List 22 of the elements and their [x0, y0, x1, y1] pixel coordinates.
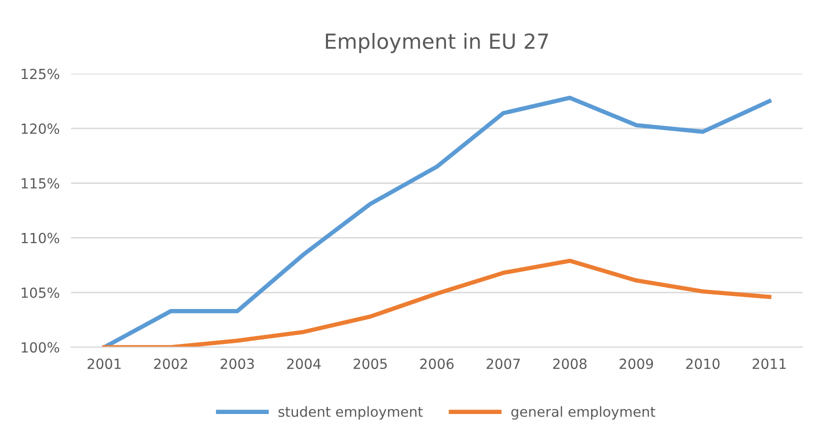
x-tick-label: 2001	[88, 358, 121, 370]
line-series	[102, 96, 772, 348]
x-tick-label: 2010	[686, 358, 720, 370]
x-tick-label: 2007	[486, 358, 520, 370]
legend-label: general employment	[511, 406, 656, 420]
y-tick-label: 105%	[22, 287, 60, 298]
x-tick-label: 2003	[220, 358, 254, 370]
x-tick-label: 2009	[620, 358, 654, 370]
x-tick-label: 2008	[553, 358, 587, 370]
y-tick-label: 115%	[22, 178, 60, 189]
x-tick-label: 2006	[420, 358, 454, 370]
line-series	[102, 258, 772, 348]
y-tick-label: 120%	[22, 123, 60, 134]
x-tick-label: 2004	[287, 358, 321, 370]
x-tick-label: 2002	[154, 358, 188, 370]
x-tick-label: 2005	[354, 358, 387, 370]
legend-label: student employment	[278, 406, 423, 420]
y-tick-label: 100%	[22, 342, 60, 353]
y-tick-label: 110%	[22, 232, 60, 244]
chart-title: Employment in EU 27	[326, 32, 548, 54]
x-tick-label: 2011	[752, 358, 786, 370]
y-tick-label: 125%	[22, 68, 60, 80]
